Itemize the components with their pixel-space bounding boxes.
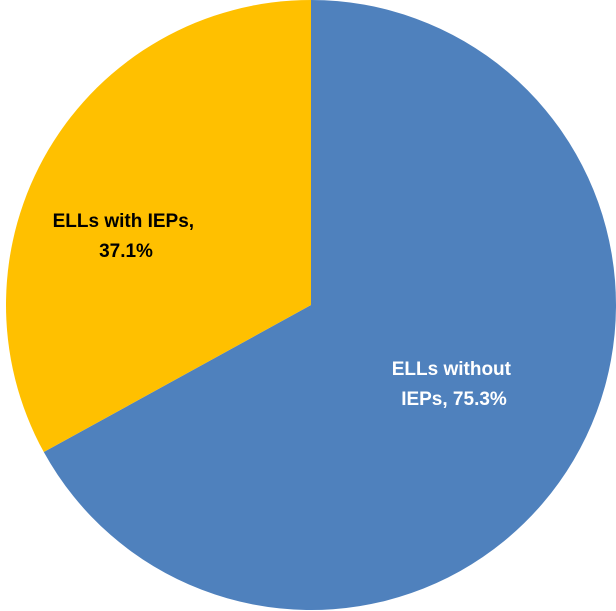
slice-label-line: ELLs with IEPs, bbox=[53, 211, 194, 232]
slice-label-line: 37.1% bbox=[99, 241, 153, 262]
pie-slice-ells-without-ieps bbox=[43, 0, 616, 610]
slice-label-line: ELLs without bbox=[392, 359, 512, 380]
slice-label-ells-without-ieps: ELLs without IEPs, 75.3% bbox=[392, 359, 517, 410]
slice-label-ells-with-ieps: ELLs with IEPs, 37.1% bbox=[53, 211, 200, 262]
pie-slice-ells-with-ieps bbox=[6, 0, 312, 453]
pie-slices bbox=[6, 0, 616, 610]
pie-labels: ELLs without IEPs, 75.3% ELLs with IEPs,… bbox=[53, 211, 517, 410]
slice-label-line: IEPs, 75.3% bbox=[401, 389, 507, 410]
